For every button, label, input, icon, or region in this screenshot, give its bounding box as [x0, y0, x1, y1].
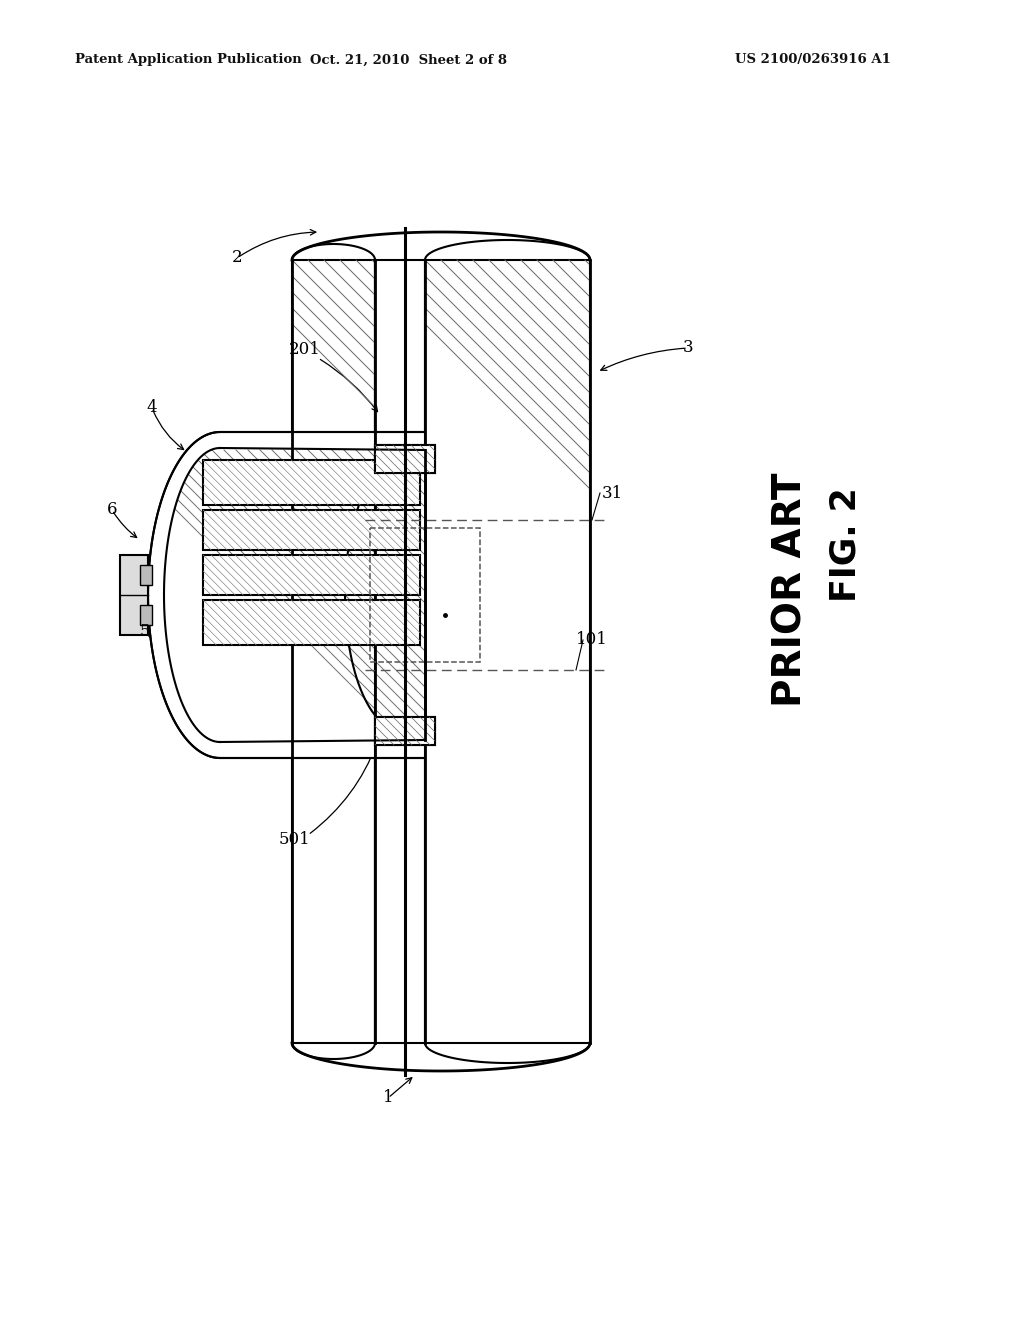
PathPatch shape: [164, 447, 425, 742]
Bar: [140, 565, 152, 585]
Text: 3: 3: [683, 339, 693, 356]
Text: FIG. 2: FIG. 2: [828, 487, 862, 602]
Bar: [203, 554, 420, 595]
Bar: [120, 554, 148, 635]
Bar: [370, 528, 480, 663]
Text: 31: 31: [602, 484, 624, 502]
Bar: [203, 510, 420, 550]
Text: PRIOR ART: PRIOR ART: [771, 473, 809, 708]
Text: 501: 501: [280, 832, 311, 849]
Text: 5: 5: [139, 623, 151, 640]
Text: 4: 4: [146, 400, 158, 417]
Polygon shape: [148, 432, 425, 758]
Bar: [425, 260, 590, 1043]
Bar: [375, 445, 435, 473]
Text: Patent Application Publication: Patent Application Publication: [75, 54, 302, 66]
Text: 2: 2: [231, 249, 243, 267]
Text: 6: 6: [106, 502, 118, 519]
Bar: [140, 605, 152, 624]
Text: 101: 101: [575, 631, 608, 648]
Text: US 2100/0263916 A1: US 2100/0263916 A1: [735, 54, 891, 66]
Polygon shape: [164, 447, 425, 742]
Bar: [375, 445, 435, 473]
Bar: [375, 717, 435, 744]
Bar: [375, 717, 435, 744]
Text: 1: 1: [383, 1089, 393, 1106]
Text: Oct. 21, 2010  Sheet 2 of 8: Oct. 21, 2010 Sheet 2 of 8: [309, 54, 507, 66]
Bar: [375, 260, 425, 1043]
Text: 201: 201: [289, 342, 321, 359]
Bar: [203, 459, 420, 506]
Bar: [203, 601, 420, 645]
Bar: [292, 260, 375, 1043]
